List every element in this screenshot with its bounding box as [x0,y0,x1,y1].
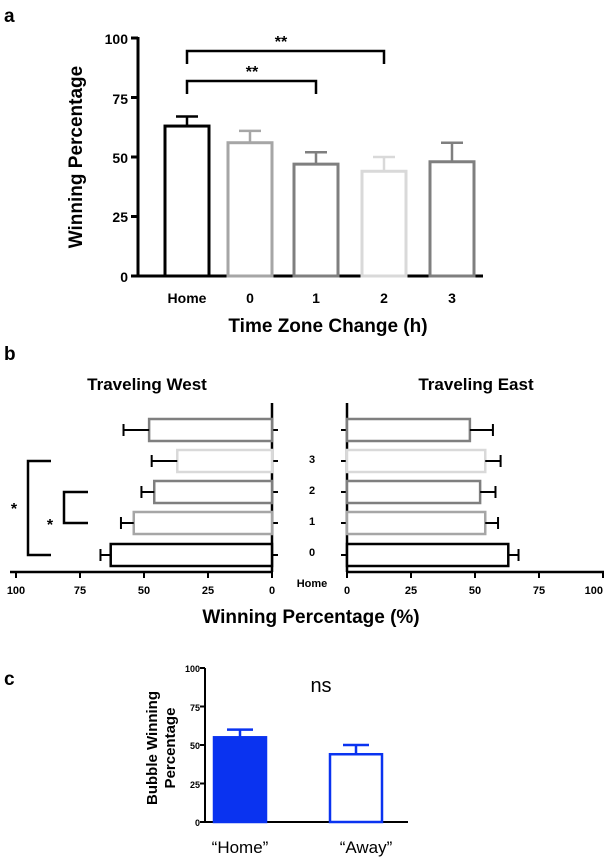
y-axis-label-a: Winning Percentage [66,66,87,248]
x-tick-labels-right-b: 0 25 50 75 100 [344,585,603,597]
category-label: Home [297,578,328,590]
error-bars-c [227,728,369,755]
bar-west [132,510,274,536]
bar-west [152,479,274,505]
category-label: 0 [309,547,315,559]
panel-label-a: a [4,6,15,27]
x-tick-labels-a: Home 0 1 2 3 [168,290,457,306]
x-tick-label: 100 [585,585,603,597]
bars-c [212,736,384,824]
significance-bracket [26,459,51,557]
series-title-east: Traveling East [418,375,534,394]
y-tick-label: 25 [112,209,128,225]
panel-label-b: b [4,344,16,365]
bar [226,141,274,278]
panel-c: c Bubble Winning Percentage 0 25 50 75 1… [4,664,408,857]
bar [163,124,211,278]
x-tick-label: 75 [533,585,545,597]
bar-west [109,542,274,568]
x-tick-label: 0 [246,290,254,306]
x-tick-label: 75 [74,585,86,597]
panel-a: a Winning Percentage 0 25 50 75 100 ** *… [4,6,483,337]
x-tick-label: 50 [138,585,150,597]
bar-east [345,448,487,474]
significance-bracket [185,79,318,94]
bar [428,160,476,278]
significance-label: ** [246,64,259,81]
panel-b: b Traveling West Traveling East 3 2 1 0 … [4,344,604,628]
bar [328,752,384,824]
x-tick-label: 1 [312,290,320,306]
y-tick-label: 100 [105,31,129,47]
x-tick-label: 25 [202,585,214,597]
significance-annotation-c: ns [310,675,331,697]
bar [360,169,408,278]
bar [212,736,268,824]
x-tick-label: 100 [7,585,25,597]
y-tick-label: 0 [195,818,200,828]
bar-east [345,417,472,443]
category-labels-b: 3 2 1 0 Home [297,454,328,590]
x-tick-label: 50 [469,585,481,597]
x-tick-label: Home [168,290,207,306]
significance-label: ** [275,34,288,51]
y-tick-label: 50 [112,150,128,166]
x-tick-label: “Away” [340,838,393,857]
bar [292,162,340,278]
y-tick-labels-a: 0 25 50 75 100 [105,31,129,285]
y-tick-label: 100 [185,664,200,674]
panel-label-c: c [4,669,15,690]
category-label: 2 [309,485,315,497]
bar-east [345,479,482,505]
significance-label: * [11,501,18,518]
error-bars-b [99,424,520,561]
significance-a: ** ** [185,34,386,94]
error-bars-a [176,115,463,172]
x-tick-label: 3 [448,290,456,306]
y-tick-label: 75 [112,91,128,107]
bar-west [147,417,274,443]
y-axis-label-c-line2: Percentage [162,708,179,789]
category-label: 1 [309,516,315,528]
y-tick-label: 25 [190,780,200,790]
bar-west [176,448,274,474]
significance-bracket [185,49,386,64]
bars-a [163,124,476,278]
x-tick-label: 0 [269,585,275,597]
category-label: 3 [309,454,315,466]
x-tick-label: 25 [405,585,417,597]
bar-east [345,510,487,536]
y-axis-label-c-line1: Bubble Winning [144,691,161,805]
y-tick-label: 0 [120,269,128,285]
x-tick-label: “Home” [212,838,269,857]
y-tick-label: 50 [190,741,200,751]
x-tick-labels-left-b: 100 75 50 25 0 [7,585,275,597]
series-title-west: Traveling West [87,375,207,394]
significance-bracket [62,490,88,525]
bar-east [345,542,510,568]
significance-b: * * [11,459,88,557]
x-tick-label: 2 [380,290,388,306]
x-tick-label: 0 [344,585,350,597]
significance-label: * [47,517,54,534]
axes-b [10,403,604,578]
x-axis-label-a: Time Zone Change (h) [228,316,427,337]
y-tick-label: 75 [190,703,200,713]
x-axis-label-b: Winning Percentage (%) [202,607,419,628]
y-tick-labels-c: 0 25 50 75 100 [185,664,200,828]
